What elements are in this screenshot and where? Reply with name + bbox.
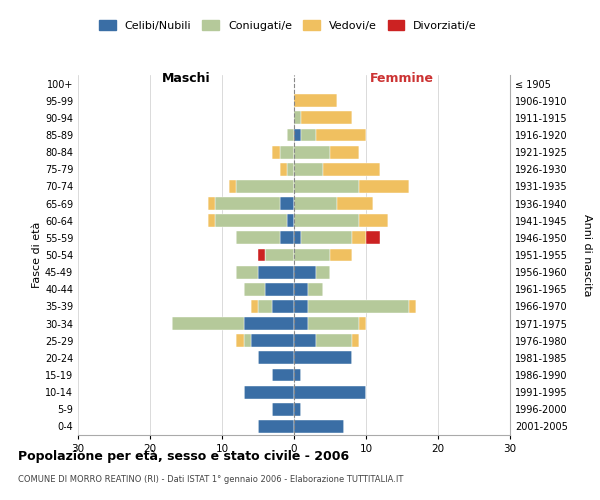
Bar [294,386,366,398]
Bar [359,317,366,330]
Bar [301,112,352,124]
Bar [294,163,323,175]
Bar [294,248,330,262]
Bar [359,180,409,193]
Bar [316,334,352,347]
Bar [294,94,337,107]
Legend: Celibi/Nubili, Coniugati/e, Vedovi/e, Divorziati/e: Celibi/Nubili, Coniugati/e, Vedovi/e, Di… [95,16,481,35]
Bar [215,197,280,210]
Bar [294,232,301,244]
Bar [294,146,330,158]
Bar [352,334,359,347]
Bar [294,352,352,364]
Bar [323,163,380,175]
Bar [359,214,388,227]
Bar [294,368,301,382]
Bar [244,317,294,330]
Y-axis label: Anni di nascita: Anni di nascita [581,214,592,296]
Bar [294,420,344,433]
Bar [265,248,294,262]
Bar [301,232,352,244]
Bar [330,248,352,262]
Bar [294,128,301,141]
Bar [244,334,251,347]
Bar [294,403,301,415]
Bar [294,334,316,347]
Bar [294,317,308,330]
Bar [294,214,359,227]
Bar [215,214,287,227]
Text: Femmine: Femmine [370,72,434,85]
Bar [236,232,280,244]
Bar [287,128,294,141]
Bar [294,283,308,296]
Bar [272,368,294,382]
Bar [280,146,294,158]
Bar [301,128,316,141]
Bar [308,300,409,313]
Bar [272,146,280,158]
Text: Maschi: Maschi [161,72,211,85]
Bar [272,403,294,415]
Text: Popolazione per età, sesso e stato civile - 2006: Popolazione per età, sesso e stato civil… [18,450,349,463]
Bar [236,266,258,278]
Bar [258,300,272,313]
Bar [280,197,294,210]
Bar [337,197,373,210]
Bar [294,180,359,193]
Bar [258,266,294,278]
Y-axis label: Fasce di età: Fasce di età [32,222,42,288]
Bar [265,283,294,296]
Bar [280,232,294,244]
Bar [258,420,294,433]
Bar [330,146,359,158]
Bar [244,283,265,296]
Bar [258,248,265,262]
Bar [287,163,294,175]
Bar [316,266,330,278]
Bar [308,317,359,330]
Text: COMUNE DI MORRO REATINO (RI) - Dati ISTAT 1° gennaio 2006 - Elaborazione TUTTITA: COMUNE DI MORRO REATINO (RI) - Dati ISTA… [18,475,403,484]
Bar [258,352,294,364]
Bar [208,214,215,227]
Bar [251,300,258,313]
Bar [208,197,215,210]
Bar [366,232,380,244]
Bar [172,317,244,330]
Bar [229,180,236,193]
Bar [352,232,366,244]
Bar [287,214,294,227]
Bar [294,112,301,124]
Bar [409,300,416,313]
Bar [244,386,294,398]
Bar [294,300,308,313]
Bar [316,128,366,141]
Bar [280,163,287,175]
Bar [294,266,316,278]
Bar [308,283,323,296]
Bar [251,334,294,347]
Bar [236,334,244,347]
Bar [272,300,294,313]
Bar [294,197,337,210]
Bar [236,180,294,193]
